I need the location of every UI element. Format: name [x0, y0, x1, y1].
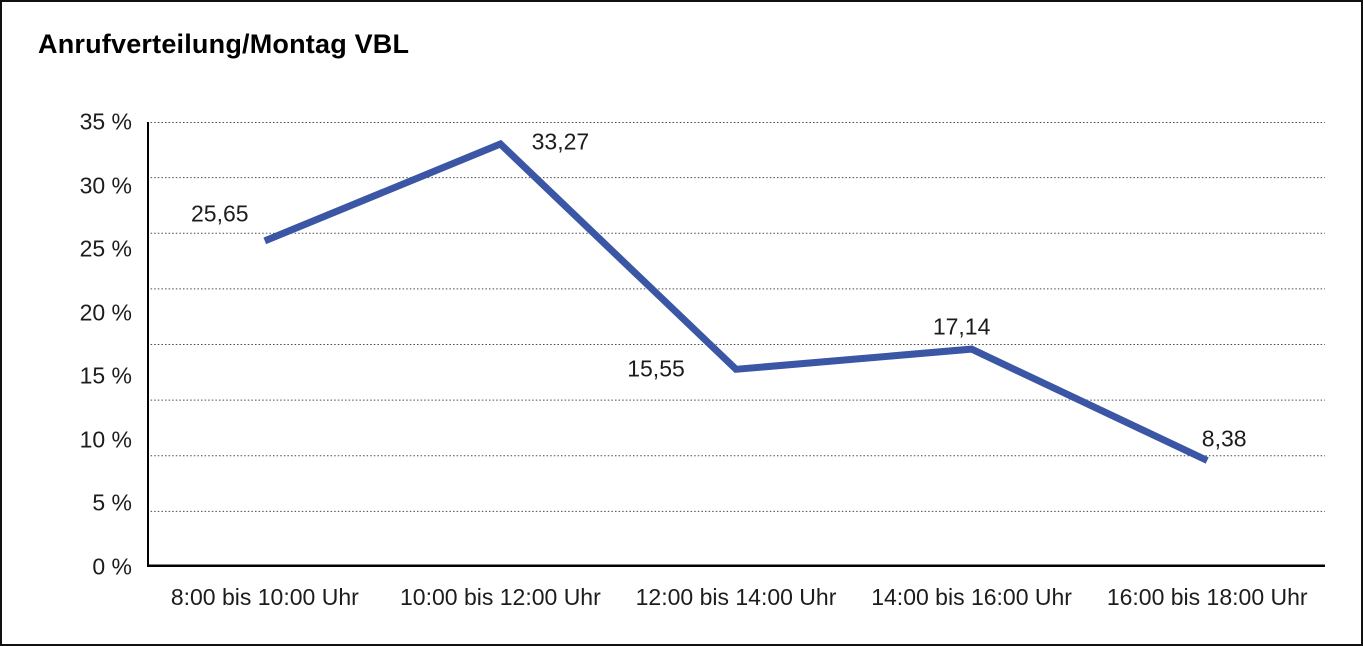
data-value-label: 33,27: [531, 128, 590, 155]
x-category-label: 8:00 bis 10:00 Uhr: [170, 584, 359, 610]
chart-title: Anrufverteilung/Montag VBL: [38, 29, 410, 59]
y-tick-label: 0 %: [92, 553, 132, 580]
data-value-label: 15,55: [627, 355, 685, 382]
y-tick-label: 25 %: [79, 235, 132, 262]
data-value-label: 17,14: [932, 313, 991, 340]
data-line: [263, 139, 1209, 464]
data-value-label: 25,65: [191, 200, 249, 227]
x-category-label: 14:00 bis 16:00 Uhr: [871, 584, 1072, 610]
plot-area: [147, 122, 1325, 567]
y-tick-label: 5 %: [92, 489, 132, 516]
y-tick-label: 35 %: [79, 108, 132, 135]
x-category-label: 12:00 bis 14:00 Uhr: [635, 584, 837, 610]
data-value-label: 8,38: [1201, 425, 1247, 452]
y-tick-label: 30 %: [79, 172, 132, 199]
line-chart-svg: [147, 122, 1325, 567]
y-tick-label: 20 %: [79, 299, 132, 326]
x-category-label: 16:00 bis 18:00 Uhr: [1106, 584, 1308, 610]
x-category-label: 10:00 bis 12:00 Uhr: [400, 584, 601, 610]
y-tick-label: 10 %: [79, 426, 132, 453]
y-tick-label: 15 %: [79, 362, 132, 389]
